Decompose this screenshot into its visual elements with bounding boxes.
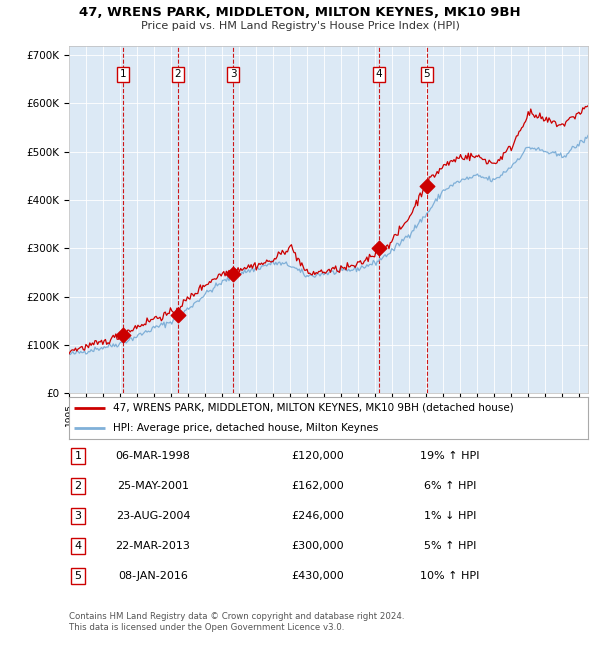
Text: £246,000: £246,000 (292, 511, 344, 521)
Text: 25-MAY-2001: 25-MAY-2001 (117, 481, 189, 491)
Text: 5: 5 (424, 70, 430, 79)
Text: 1: 1 (120, 70, 127, 79)
Text: 4: 4 (74, 541, 82, 551)
Text: 3: 3 (74, 511, 82, 521)
Text: 10% ↑ HPI: 10% ↑ HPI (421, 571, 479, 581)
Text: 2: 2 (74, 481, 82, 491)
Point (229, 269, 238, 280)
Text: £120,000: £120,000 (292, 451, 344, 462)
Text: 06-MAR-1998: 06-MAR-1998 (116, 451, 190, 462)
Text: £430,000: £430,000 (292, 571, 344, 581)
Point (374, 243, 384, 254)
Text: 19% ↑ HPI: 19% ↑ HPI (420, 451, 480, 462)
Text: £300,000: £300,000 (292, 541, 344, 551)
Text: 3: 3 (230, 70, 236, 79)
Text: 6% ↑ HPI: 6% ↑ HPI (424, 481, 476, 491)
Point (118, 330, 128, 341)
Text: 4: 4 (376, 70, 382, 79)
Text: 1% ↓ HPI: 1% ↓ HPI (424, 511, 476, 521)
Text: 5: 5 (74, 571, 82, 581)
Text: 23-AUG-2004: 23-AUG-2004 (116, 511, 190, 521)
Text: Price paid vs. HM Land Registry's House Price Index (HPI): Price paid vs. HM Land Registry's House … (140, 21, 460, 31)
Text: 2: 2 (175, 70, 181, 79)
Text: 08-JAN-2016: 08-JAN-2016 (118, 571, 188, 581)
Text: HPI: Average price, detached house, Milton Keynes: HPI: Average price, detached house, Milt… (113, 423, 379, 433)
Text: 22-MAR-2013: 22-MAR-2013 (116, 541, 190, 551)
Text: Contains HM Land Registry data © Crown copyright and database right 2024.
This d: Contains HM Land Registry data © Crown c… (69, 612, 404, 632)
Text: 1: 1 (74, 451, 82, 462)
Point (173, 310, 183, 320)
Text: 47, WRENS PARK, MIDDLETON, MILTON KEYNES, MK10 9BH: 47, WRENS PARK, MIDDLETON, MILTON KEYNES… (79, 6, 521, 20)
Text: £162,000: £162,000 (292, 481, 344, 491)
Text: 47, WRENS PARK, MIDDLETON, MILTON KEYNES, MK10 9BH (detached house): 47, WRENS PARK, MIDDLETON, MILTON KEYNES… (113, 403, 514, 413)
Point (422, 180, 431, 190)
Text: 5% ↑ HPI: 5% ↑ HPI (424, 541, 476, 551)
